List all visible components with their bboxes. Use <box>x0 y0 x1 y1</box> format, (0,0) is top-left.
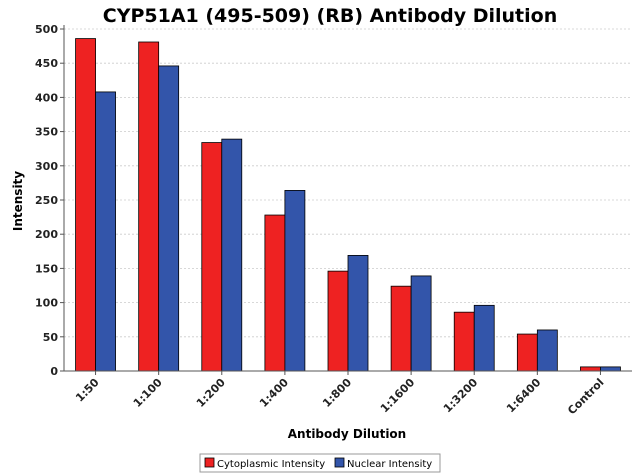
y-tick-label: 0 <box>50 365 58 378</box>
gridlines <box>64 28 632 338</box>
y-tick-label: 250 <box>35 194 58 207</box>
bars <box>75 38 621 372</box>
y-tick-label: 350 <box>35 126 58 139</box>
legend-swatch-nuclear <box>334 457 345 468</box>
y-axis-label: Intensity <box>11 171 25 231</box>
bar-cytoplasmic <box>264 214 286 372</box>
x-tick-label: 1:100 <box>131 376 165 410</box>
y-tick-label: 100 <box>35 297 58 310</box>
bar-nuclear <box>536 329 558 372</box>
bar-cytoplasmic <box>75 38 96 372</box>
legend: Cytoplasmic Intensity Nuclear Intensity <box>199 453 441 473</box>
bar-nuclear <box>95 91 116 372</box>
x-tick-label: 1:400 <box>257 376 291 410</box>
bar-nuclear <box>221 138 243 372</box>
y-tick-label: 200 <box>35 228 58 241</box>
legend-label-cytoplasmic: Cytoplasmic Intensity <box>217 459 325 470</box>
bar-cytoplasmic <box>138 41 160 372</box>
bar-cytoplasmic <box>453 311 475 372</box>
axes <box>60 25 632 375</box>
x-tick-label: 1:200 <box>194 376 228 410</box>
legend-swatch-cytoplasmic <box>204 457 215 468</box>
bar-nuclear <box>284 190 306 372</box>
y-tick-label: 400 <box>35 91 58 104</box>
x-tick-label: 1:800 <box>320 376 354 410</box>
bar-cytoplasmic <box>201 142 223 372</box>
x-tick-label: 1:50 <box>73 376 102 405</box>
legend-box <box>199 453 441 473</box>
x-tick-label: 1:6400 <box>504 376 544 416</box>
y-tick-label: 150 <box>35 262 58 275</box>
x-tick-label: 1:3200 <box>441 376 481 416</box>
x-tick-labels: 1:50 1:100 1:200 1:400 1:800 1:1600 1:3200 1:64… <box>73 376 606 418</box>
bar-nuclear <box>473 304 495 372</box>
y-tick-label: 500 <box>35 23 58 36</box>
y-tick-labels: 0 50 100 150 200 250 300 350 400 450 500 <box>35 23 58 378</box>
x-tick-label: Control <box>565 376 606 417</box>
bar-nuclear <box>347 255 369 372</box>
bar-nuclear <box>600 366 621 372</box>
bar-cytoplasmic <box>580 366 601 372</box>
bar-cytoplasmic <box>390 285 412 372</box>
bar-nuclear <box>158 65 180 372</box>
chart-title: CYP51A1 (495-509) (RB) Antibody Dilution <box>103 5 557 27</box>
x-axis-label: Antibody Dilution <box>288 427 406 441</box>
bar-cytoplasmic <box>516 333 538 372</box>
bar-cytoplasmic <box>327 270 349 372</box>
legend-label-nuclear: Nuclear Intensity <box>347 459 432 470</box>
y-tick-label: 50 <box>43 331 59 344</box>
y-tick-label: 450 <box>35 57 58 70</box>
bar-nuclear <box>410 275 432 372</box>
y-tick-label: 300 <box>35 160 58 173</box>
x-tick-label: 1:1600 <box>378 376 418 416</box>
